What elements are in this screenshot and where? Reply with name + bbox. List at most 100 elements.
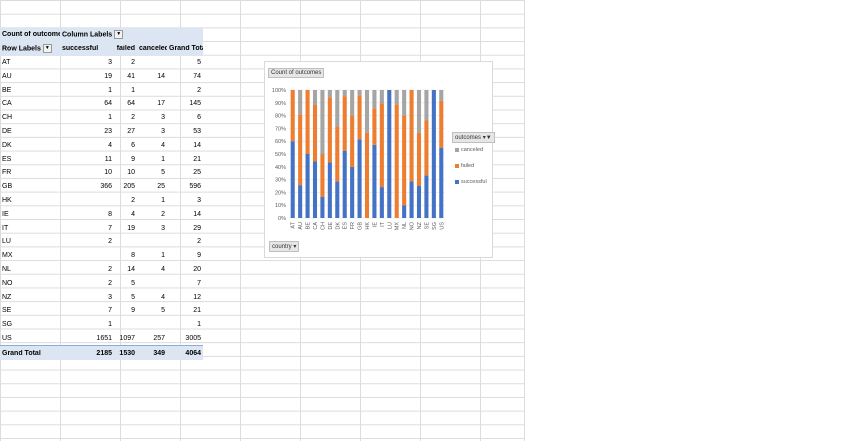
cell-grand-total: 21 [193,155,201,163]
bar-successful-NO[interactable] [409,181,414,218]
bar-failed-DK[interactable] [335,126,340,182]
bar-canceled-AU[interactable] [298,90,303,115]
legend-label: canceled [461,147,484,153]
bar-failed-AU[interactable] [298,114,303,186]
y-tick-label: 100% [272,88,286,94]
x-tick-label: HK [365,222,371,230]
bar-successful-NL[interactable] [402,205,407,218]
bar-failed-GB[interactable] [357,95,362,140]
cell-grand-total: 2 [197,238,201,246]
bar-failed-DE[interactable] [327,97,332,163]
bar-successful-CA[interactable] [312,161,318,218]
pivot-row: DK 4 6 4 14 [0,138,203,152]
axis-filter-chip[interactable]: country ▾ [269,241,300,252]
bar-canceled-IT[interactable] [379,90,384,104]
bar-failed-AT[interactable] [290,90,295,142]
bar-canceled-ES[interactable] [342,90,347,97]
bar-successful-AU[interactable] [298,185,303,218]
bar-successful-BE[interactable] [305,154,310,218]
row-label: GB [2,183,13,191]
bar-successful-SG[interactable] [431,90,436,218]
bar-failed-FR[interactable] [350,115,355,167]
row-label: SE [2,307,12,315]
filter-icon[interactable]: ▼ [114,30,124,40]
bar-successful-GB[interactable] [357,139,362,218]
pivot-header-row-2: Row Labels ▼ successful failed canceled G… [0,41,203,56]
bar-failed-IE[interactable] [372,108,377,145]
bar-canceled-CA[interactable] [312,90,318,106]
bar-successful-ES[interactable] [342,150,347,218]
x-tick-label: NL [402,222,408,229]
bar-failed-HK[interactable] [364,132,370,218]
x-tick-label: CA [313,222,319,230]
bar-failed-IT[interactable] [379,103,384,188]
cell-successful: 7 [108,224,112,232]
bar-successful-US[interactable] [439,147,444,218]
bar-canceled-CH[interactable] [320,90,325,154]
bar-failed-CH[interactable] [320,154,325,197]
bar-failed-MX[interactable] [394,104,399,218]
legend-filter-chip[interactable]: outcomes ▾▼ [452,132,495,143]
bar-failed-BE[interactable] [305,90,310,154]
bar-successful-IT[interactable] [379,187,384,218]
cell-canceled: 1 [161,155,165,163]
bar-canceled-NZ[interactable] [416,90,422,133]
bar-canceled-HK[interactable] [364,90,370,133]
bar-successful-AT[interactable] [290,141,295,218]
cell-failed: 64 [127,100,135,108]
x-tick-label: NZ [417,221,423,229]
bar-failed-NL[interactable] [402,115,407,206]
bar-canceled-GB[interactable] [357,90,362,96]
bar-successful-SE[interactable] [424,175,429,218]
bar-canceled-IE[interactable] [372,90,377,109]
bar-canceled-SE[interactable] [424,90,429,121]
x-tick-label: IE [372,222,378,228]
legend-label: failed [461,163,475,169]
pivot-row: SE 7 9 5 21 [0,304,203,318]
bar-canceled-NL[interactable] [402,90,407,116]
cell-successful: 1 [108,321,112,329]
bar-failed-CA[interactable] [312,105,318,162]
pivot-chart[interactable]: Count of outcomes 0% 10% 20% 30% 40% 50% 60% 70… [264,61,495,258]
bar-successful-FR[interactable] [350,166,355,218]
bar-canceled-FR[interactable] [350,90,355,116]
cell-canceled: 257 [153,334,165,342]
bar-canceled-US[interactable] [439,90,444,101]
cell-failed: 19 [127,224,135,232]
bar-successful-DE[interactable] [327,162,332,218]
row-label: US [2,334,12,342]
cell-successful: 2 [108,279,112,287]
bar-successful-LU[interactable] [387,90,392,218]
bar-canceled-MX[interactable] [394,90,399,105]
bar-successful-DK[interactable] [335,181,340,218]
bar-canceled-DK[interactable] [335,90,340,127]
bar-failed-US[interactable] [439,100,444,148]
x-tick-label: AT [291,221,297,228]
chevron-down-icon[interactable]: ▾ [293,244,297,250]
filter-icon[interactable]: ▼ [42,44,52,54]
pivot-row: NO 2 5 7 [0,276,203,290]
bar-canceled-DE[interactable] [327,90,332,98]
cell-failed: 10 [127,169,135,177]
cell-grand-total: 596 [189,183,201,191]
header-failed: failed [116,45,135,53]
bar-failed-NZ[interactable] [416,132,422,186]
grand-total-row: Grand Total 2185 1530 349 4064 [0,345,203,361]
bar-failed-ES[interactable] [342,96,347,151]
chart-title-chip[interactable]: Count of outcomes [268,68,325,78]
pivot-row: CH 1 2 3 6 [0,111,203,125]
bar-successful-CH[interactable] [320,196,325,218]
header-grand-total: Grand Total [169,45,203,53]
x-tick-label: DE [328,222,334,230]
bar-successful-NZ[interactable] [416,186,422,218]
grand-total-label: Grand Total [2,349,41,357]
bar-successful-IE[interactable] [372,144,377,218]
row-labels[interactable]: Row Labels ▼ [0,44,60,54]
filter-icon[interactable]: ▾▼ [482,135,492,141]
pivot-row: IE 8 4 2 14 [0,207,203,221]
cell-successful: 7 [108,307,112,315]
legend-label: successful [461,179,487,185]
bar-failed-SE[interactable] [424,120,429,176]
column-labels[interactable]: Column Labels ▼ [60,30,203,40]
bar-failed-NO[interactable] [409,90,414,182]
